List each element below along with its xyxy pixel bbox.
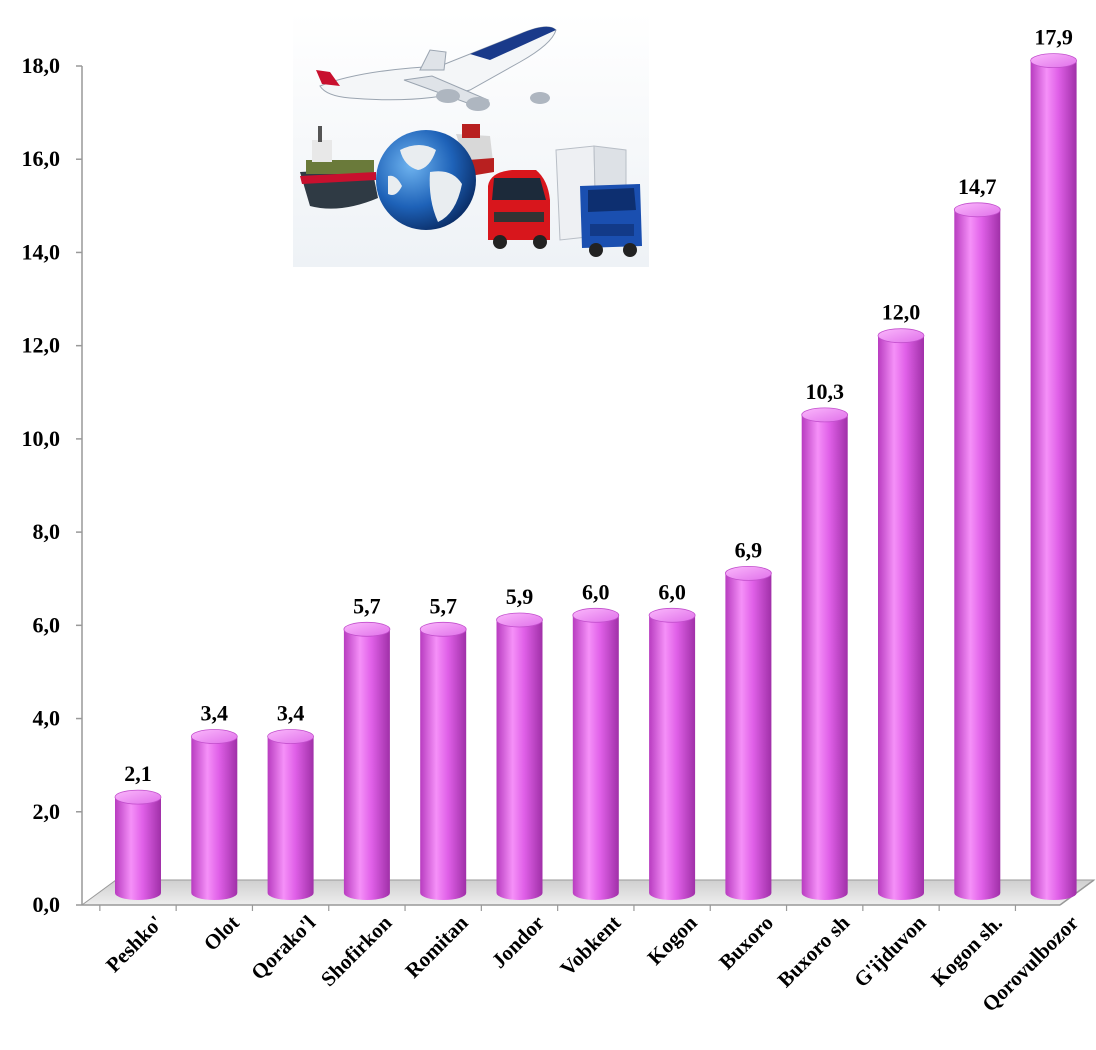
bar-top (190, 729, 238, 744)
bar (419, 621, 467, 901)
bar-top (953, 202, 1001, 218)
bar-body (343, 629, 390, 900)
airplane-icon (316, 26, 557, 111)
x-tick-label: Vobkent (555, 911, 625, 981)
bar-top (114, 789, 162, 805)
bar (572, 607, 620, 901)
data-labels: 2,1 3,4 3,4 5,7 5,7 5,9 6,0 6,0 6,9 10,3 12,0 14,7 1… (124, 25, 1073, 786)
bar-body (725, 573, 772, 901)
data-label: 17,9 (1034, 25, 1073, 50)
y-tick-label: 2,0 (33, 799, 61, 824)
x-tick-label: Kogon sh. (926, 911, 1007, 992)
bar (1030, 53, 1077, 901)
bar (267, 729, 315, 901)
bar (953, 202, 1001, 901)
bar-series (114, 53, 1077, 901)
bar-body (649, 615, 696, 901)
transport-illustration (293, 12, 649, 267)
bar-body (572, 615, 619, 901)
bar-body (267, 736, 314, 901)
data-label: 5,7 (353, 593, 381, 618)
data-label: 14,7 (958, 174, 997, 199)
globe-icon (376, 130, 476, 230)
van-icon (488, 170, 550, 249)
y-tick-label: 8,0 (33, 519, 61, 544)
x-tick-label: Olot (199, 911, 244, 956)
data-label: 5,7 (429, 593, 457, 618)
data-label: 10,3 (805, 379, 844, 404)
y-tick-label: 18,0 (22, 53, 61, 78)
bar-body (496, 619, 543, 901)
x-tick-label: Jondor (487, 911, 549, 973)
bar (190, 729, 238, 901)
data-label: 3,4 (277, 701, 305, 726)
y-tick-label: 0,0 (33, 892, 61, 917)
y-tick-label: 6,0 (33, 612, 61, 637)
x-tick-label: Buxoro sh (773, 910, 855, 992)
bar-top (877, 328, 925, 344)
bar (648, 607, 696, 901)
data-label: 2,1 (124, 761, 152, 786)
bar-body (1030, 60, 1077, 901)
bar-body (954, 209, 1001, 901)
bar-top (496, 612, 543, 628)
y-tick-label: 10,0 (22, 426, 61, 451)
bar-top (419, 621, 467, 637)
bar (801, 407, 849, 901)
bar-body (878, 335, 924, 901)
y-tick-label: 4,0 (33, 706, 61, 731)
y-tick-label: 14,0 (22, 239, 61, 264)
bar-top (725, 565, 772, 581)
y-tick-label: 16,0 (22, 146, 61, 171)
x-tick-label: G'ijduvon (849, 910, 931, 992)
bar-body (191, 736, 238, 901)
bar-top (343, 621, 391, 637)
x-tick-label: Peshko' (101, 911, 167, 977)
x-axis-depth-line (1059, 879, 1095, 906)
x-tick-label: Romitan (400, 910, 472, 982)
bar-body (115, 797, 161, 900)
bar (496, 612, 543, 901)
bar-body (420, 629, 467, 901)
bar (725, 565, 772, 901)
data-label: 6,0 (582, 579, 610, 604)
bar-top (267, 729, 315, 744)
bar-top (801, 407, 849, 423)
x-tick-label: Shofirkon (316, 910, 397, 991)
bar (114, 789, 162, 900)
cargo-ship-icon (300, 126, 378, 209)
x-tick-label: Qorako'l (246, 910, 320, 984)
data-label: 6,9 (735, 537, 763, 562)
data-label: 6,0 (658, 579, 686, 604)
data-label: 12,0 (882, 300, 921, 325)
truck-icon (555, 145, 642, 257)
bar-top (572, 607, 620, 623)
y-tick-label: 12,0 (22, 333, 61, 358)
bar-top (1030, 53, 1077, 69)
y-axis-ticks: 0,0 2,0 4,0 6,0 8,0 10,0 12,0 14,0 16,0 18,0 (22, 53, 82, 917)
bar (343, 621, 391, 900)
data-label: 3,4 (201, 701, 229, 726)
bar-body (801, 414, 848, 901)
bar-top (648, 607, 696, 623)
bar (877, 328, 925, 901)
x-tick-label: Kogon (643, 910, 702, 969)
x-tick-label: Buxoro (714, 911, 778, 975)
data-label: 5,9 (506, 584, 534, 609)
